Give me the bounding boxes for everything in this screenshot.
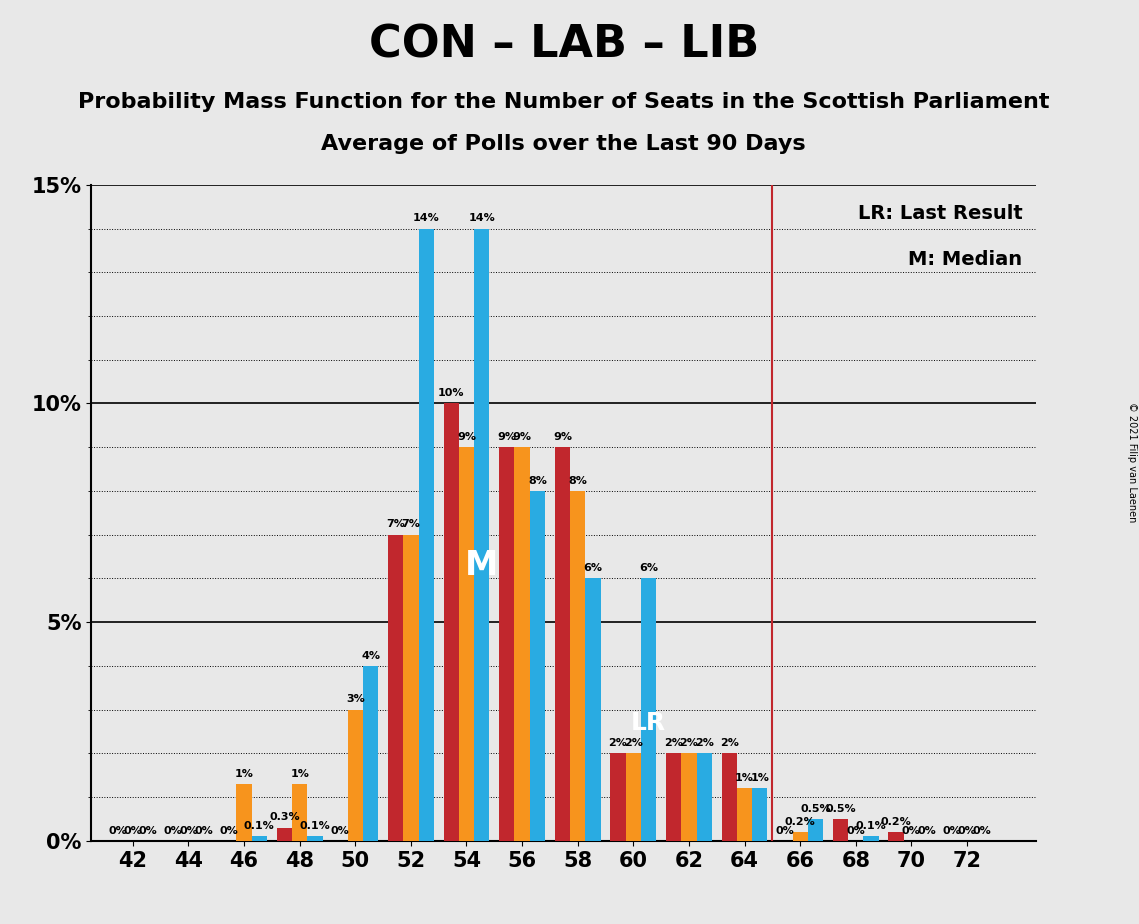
Bar	[752, 788, 768, 841]
Text: 7%: 7%	[401, 519, 420, 529]
Bar	[737, 788, 752, 841]
Bar	[277, 828, 292, 841]
Text: 8%: 8%	[528, 476, 547, 486]
Text: 0.1%: 0.1%	[244, 821, 274, 832]
Bar	[681, 753, 697, 841]
Bar	[888, 833, 903, 841]
Bar	[611, 753, 625, 841]
Bar	[443, 404, 459, 841]
Text: 0.2%: 0.2%	[880, 817, 911, 827]
Text: 6%: 6%	[639, 563, 658, 573]
Text: 0%: 0%	[139, 825, 157, 835]
Text: 0%: 0%	[846, 825, 866, 835]
Text: 0%: 0%	[958, 825, 976, 835]
Bar	[474, 228, 490, 841]
Text: 0%: 0%	[220, 825, 238, 835]
Text: 6%: 6%	[583, 563, 603, 573]
Bar	[833, 819, 849, 841]
Text: 0.1%: 0.1%	[300, 821, 330, 832]
Bar	[570, 491, 585, 841]
Bar	[347, 710, 363, 841]
Bar	[292, 784, 308, 841]
Text: 7%: 7%	[386, 519, 405, 529]
Bar	[252, 836, 267, 841]
Text: 10%: 10%	[437, 388, 465, 398]
Text: 2%: 2%	[680, 738, 698, 748]
Text: 0%: 0%	[179, 825, 198, 835]
Text: 0.3%: 0.3%	[269, 812, 300, 822]
Text: 0%: 0%	[973, 825, 992, 835]
Text: 2%: 2%	[720, 738, 739, 748]
Text: 0.5%: 0.5%	[800, 804, 830, 814]
Text: CON – LAB – LIB: CON – LAB – LIB	[369, 23, 759, 67]
Text: 2%: 2%	[695, 738, 714, 748]
Text: Probability Mass Function for the Number of Seats in the Scottish Parliament: Probability Mass Function for the Number…	[79, 92, 1049, 113]
Text: 1%: 1%	[735, 773, 754, 784]
Bar	[363, 666, 378, 841]
Bar	[308, 836, 322, 841]
Text: 2%: 2%	[624, 738, 642, 748]
Text: 0%: 0%	[330, 825, 350, 835]
Bar	[403, 535, 418, 841]
Text: 3%: 3%	[346, 694, 364, 704]
Text: 0%: 0%	[123, 825, 142, 835]
Text: 0%: 0%	[917, 825, 936, 835]
Bar	[530, 491, 546, 841]
Bar	[808, 819, 823, 841]
Bar	[555, 447, 570, 841]
Text: 9%: 9%	[498, 432, 516, 442]
Bar	[515, 447, 530, 841]
Text: 1%: 1%	[235, 769, 254, 779]
Text: M: M	[465, 549, 499, 582]
Text: Average of Polls over the Last 90 Days: Average of Polls over the Last 90 Days	[321, 134, 806, 154]
Text: 9%: 9%	[513, 432, 532, 442]
Bar	[585, 578, 600, 841]
Bar	[641, 578, 656, 841]
Bar	[418, 228, 434, 841]
Text: 0%: 0%	[195, 825, 213, 835]
Text: 0%: 0%	[902, 825, 920, 835]
Text: 0%: 0%	[164, 825, 182, 835]
Text: 14%: 14%	[412, 213, 440, 224]
Text: 0%: 0%	[108, 825, 126, 835]
Text: 2%: 2%	[608, 738, 628, 748]
Text: 4%: 4%	[361, 650, 380, 661]
Text: 9%: 9%	[552, 432, 572, 442]
Text: 1%: 1%	[751, 773, 769, 784]
Bar	[697, 753, 712, 841]
Bar	[388, 535, 403, 841]
Bar	[499, 447, 515, 841]
Text: LR: Last Result: LR: Last Result	[858, 204, 1023, 224]
Text: 14%: 14%	[468, 213, 495, 224]
Bar	[666, 753, 681, 841]
Bar	[722, 753, 737, 841]
Text: 0%: 0%	[942, 825, 961, 835]
Text: LR: LR	[631, 711, 666, 735]
Text: M: Median: M: Median	[908, 250, 1023, 270]
Text: © 2021 Filip van Laenen: © 2021 Filip van Laenen	[1126, 402, 1137, 522]
Text: 8%: 8%	[568, 476, 587, 486]
Bar	[793, 833, 808, 841]
Text: 0%: 0%	[776, 825, 794, 835]
Text: 2%: 2%	[664, 738, 683, 748]
Bar	[237, 784, 252, 841]
Bar	[625, 753, 641, 841]
Text: 9%: 9%	[457, 432, 476, 442]
Text: 0.5%: 0.5%	[825, 804, 855, 814]
Text: 0.1%: 0.1%	[855, 821, 886, 832]
Text: 1%: 1%	[290, 769, 309, 779]
Bar	[863, 836, 878, 841]
Bar	[459, 447, 474, 841]
Text: 0.2%: 0.2%	[785, 817, 816, 827]
